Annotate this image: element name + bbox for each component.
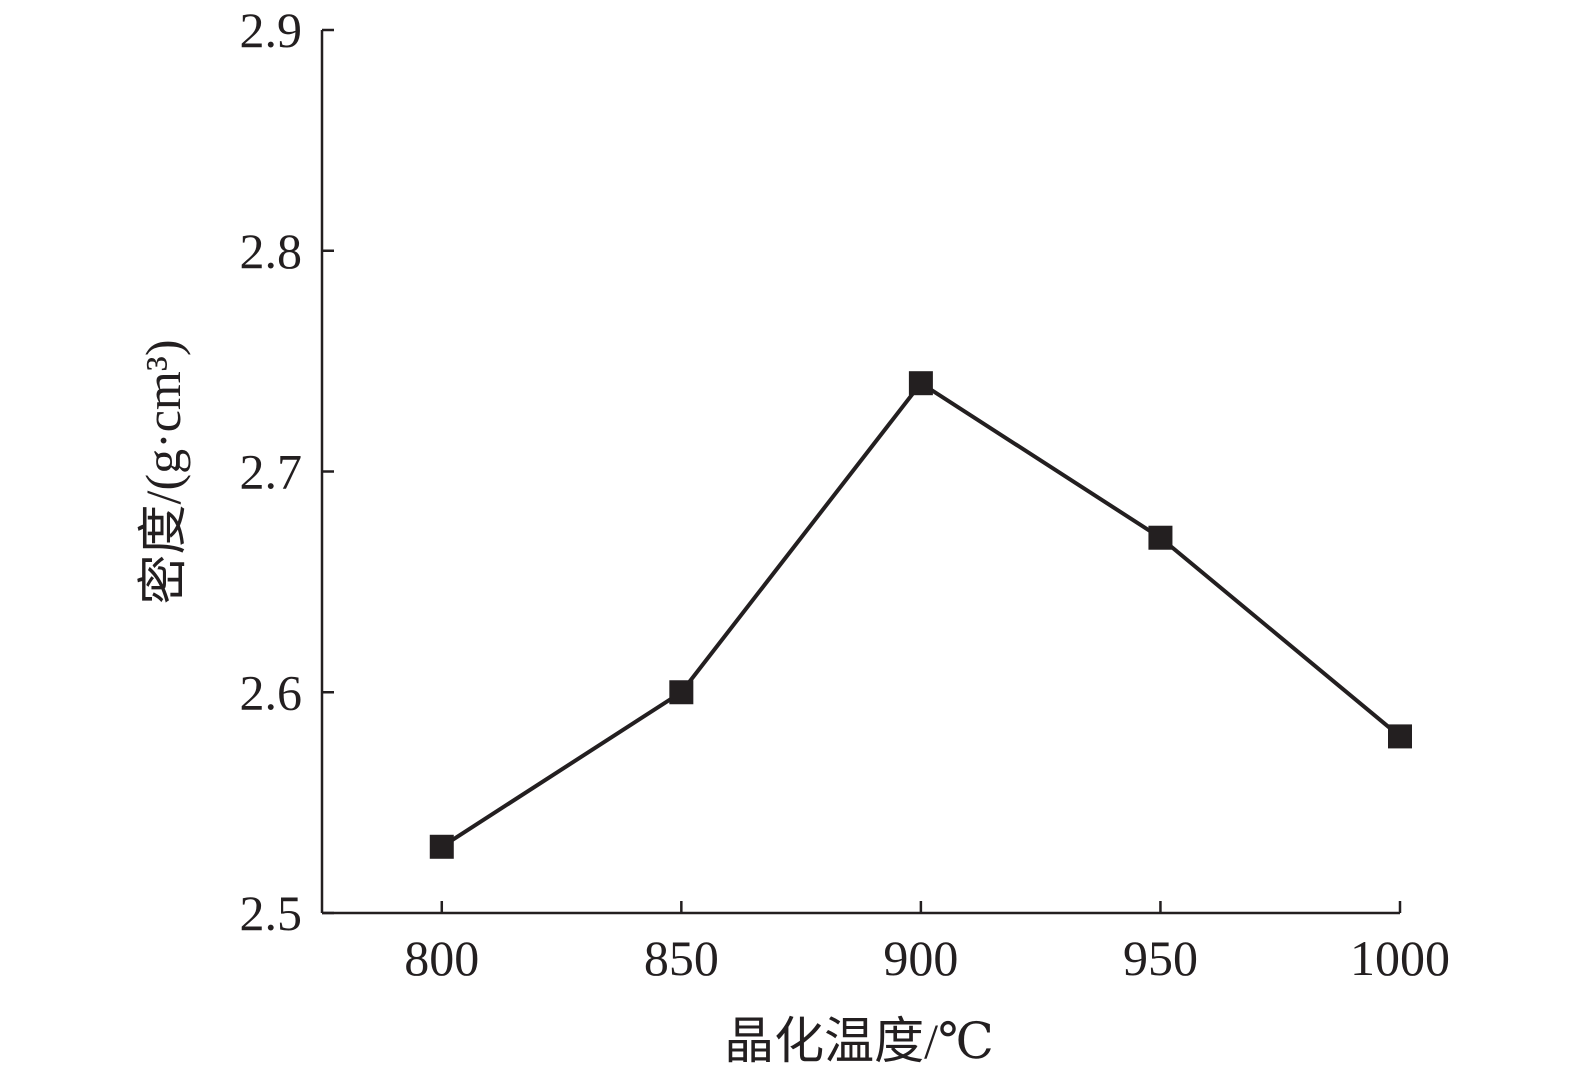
y-axis-title: 密度/(g·cm³): [135, 340, 191, 605]
x-tick-label: 850: [644, 930, 719, 986]
y-tick-label: 2.8: [240, 223, 303, 279]
y-tick-label: 2.7: [240, 444, 303, 500]
data-point-marker: [1148, 525, 1173, 550]
data-point-marker: [669, 680, 694, 705]
data-point-marker: [908, 371, 933, 396]
x-tick-label: 1000: [1350, 930, 1450, 986]
y-tick-label: 2.6: [240, 664, 303, 720]
y-axis-ticks: 2.5 2.6 2.7 2.8 2.9: [240, 2, 334, 941]
x-tick-label: 800: [404, 930, 479, 986]
axes: [320, 30, 1400, 915]
data-point-marker: [1388, 724, 1412, 749]
x-tick-label: 950: [1123, 930, 1198, 986]
y-tick-label: 2.5: [240, 885, 303, 941]
series-line: [440, 380, 1402, 849]
x-axis-title: 晶化温度/℃: [724, 1013, 994, 1069]
x-tick-label: 900: [883, 930, 958, 986]
data-point-marker: [429, 834, 454, 859]
y-tick-label: 2.9: [240, 2, 303, 58]
series-layer: [429, 371, 1412, 859]
x-axis-ticks: 800 850 900 950 1000: [404, 901, 1450, 986]
